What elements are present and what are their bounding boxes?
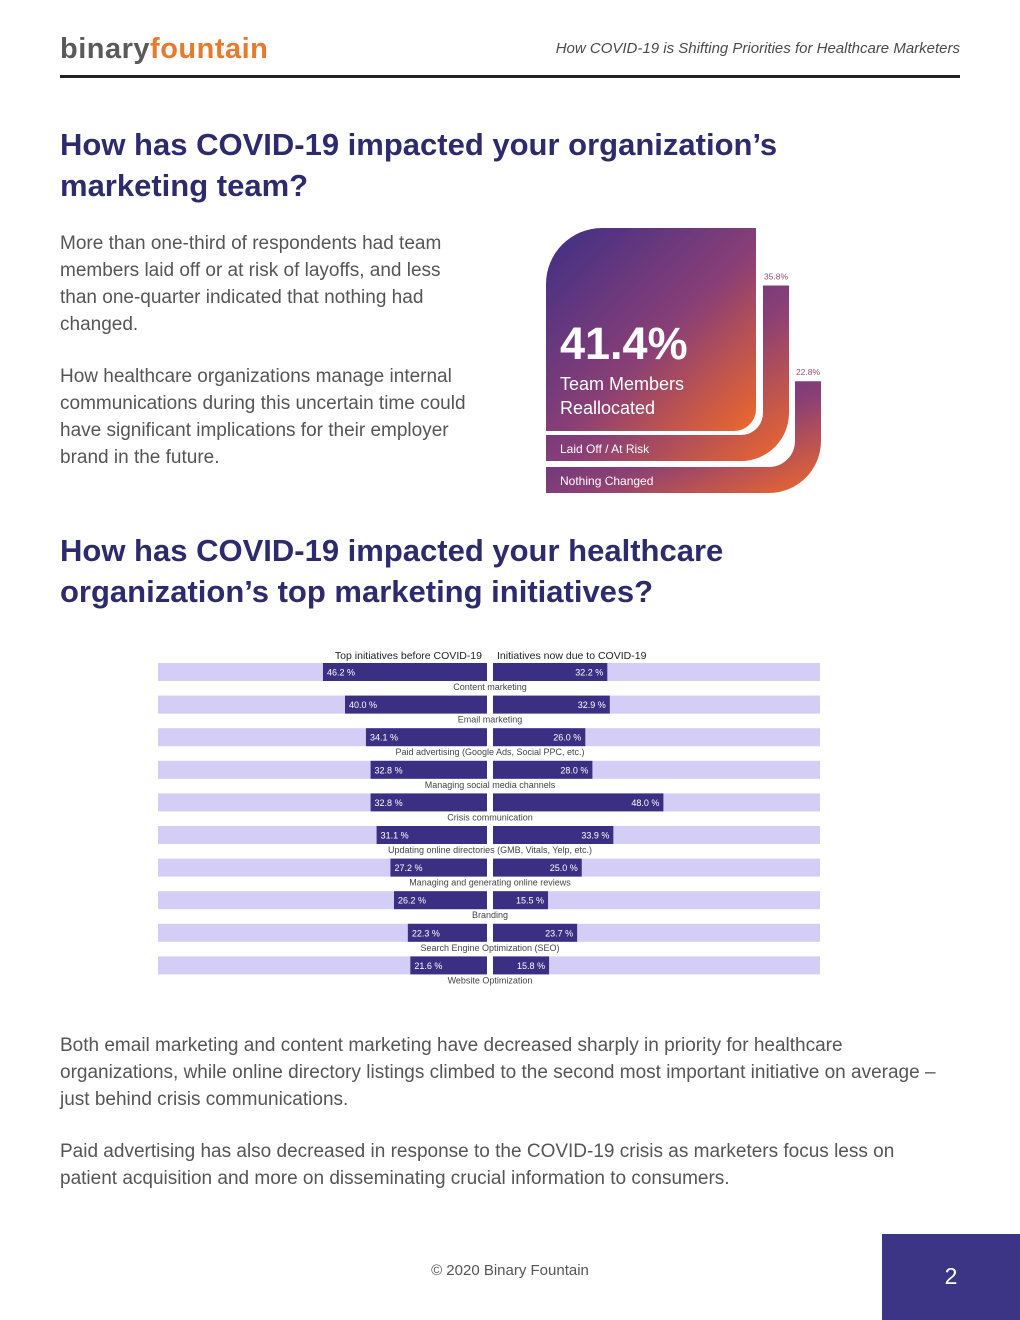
- value-label-now: 23.7 %: [545, 928, 573, 938]
- reallocated-percent: 41.4%: [560, 318, 688, 369]
- series-title-now: Initiatives now due to COVID-19: [497, 650, 647, 662]
- category-label: Managing and generating online reviews: [409, 878, 571, 888]
- document-title: How COVID-19 is Shifting Priorities for …: [555, 40, 960, 57]
- impact-bar-3: [546, 381, 821, 493]
- category-label: Content marketing: [453, 682, 527, 692]
- question-heading-initiatives: How has COVID-19 impacted your healthcar…: [60, 533, 724, 609]
- value-label-before: 26.2 %: [398, 896, 426, 906]
- category-label: Email marketing: [458, 715, 523, 725]
- value-label-now: 15.5 %: [516, 896, 544, 906]
- bar-before: [376, 826, 487, 844]
- bar-before: [365, 728, 487, 747]
- bar-now: [493, 695, 610, 714]
- value-label-before: 34.1 %: [370, 733, 398, 743]
- question-heading-team: How has COVID-19 impacted your organizat…: [60, 127, 778, 203]
- impact-category-label-3: Nothing Changed: [560, 474, 653, 488]
- series-title-before: Top initiatives before COVID-19: [335, 650, 482, 662]
- impact-value-label-2: 35.8%: [764, 271, 789, 281]
- value-label-now: 32.9 %: [578, 700, 606, 710]
- value-label-before: 40.0 %: [349, 700, 377, 710]
- category-label: Updating online directories (GMB, Vitals…: [388, 845, 592, 855]
- value-label-before: 31.1 %: [381, 831, 409, 841]
- bar-before: [407, 923, 487, 942]
- bar-now: [493, 663, 608, 681]
- bar-now: [493, 956, 550, 975]
- value-label-before: 22.3 %: [412, 928, 440, 938]
- category-label: Crisis communication: [447, 812, 533, 822]
- category-label: Managing social media channels: [425, 780, 556, 790]
- copyright-text: © 2020 Binary Fountain: [431, 1262, 589, 1279]
- bar-before: [370, 760, 487, 779]
- team-impact-chart: 35.8% Laid Off / At Risk 22.8% Nothing Chan…: [546, 228, 821, 493]
- category-label: Branding: [472, 910, 508, 920]
- team-impact-paragraph: More than one-third of respondents had t…: [60, 233, 442, 335]
- impact-bar-1: [546, 228, 756, 431]
- bar-before: [370, 793, 487, 812]
- header-divider: [60, 75, 960, 78]
- track-before: [158, 956, 485, 975]
- value-label-now: 25.0 %: [550, 863, 578, 873]
- value-label-before: 32.8 %: [375, 765, 403, 775]
- value-label-now: 15.8 %: [517, 961, 545, 971]
- bar-now: [493, 858, 582, 877]
- bar-before: [393, 891, 487, 910]
- value-label-before: 21.6 %: [414, 961, 442, 971]
- track-now: [493, 956, 820, 975]
- page-number-box: 2: [882, 1234, 1020, 1320]
- paid-advertising-paragraph: Paid advertising has also decreased in r…: [60, 1141, 895, 1189]
- reallocated-label-line1: Team Members: [560, 374, 684, 394]
- initiatives-chart: Top initiatives before COVID-19 Initiati…: [158, 650, 820, 985]
- logo-part-binary: binary: [60, 33, 151, 65]
- track-before: [158, 923, 485, 942]
- logo-part-fountain: fountain: [150, 33, 269, 65]
- value-label-now: 28.0 %: [560, 765, 588, 775]
- bar-before: [410, 956, 487, 975]
- bar-now: [493, 891, 549, 910]
- bar-now: [493, 760, 593, 779]
- value-label-now: 32.2 %: [575, 668, 603, 678]
- value-label-before: 32.8 %: [375, 798, 403, 808]
- category-label: Search Engine Optimization (SEO): [420, 943, 559, 953]
- internal-comms-paragraph: How healthcare organizations manage inte…: [60, 366, 466, 468]
- category-label: Paid advertising (Google Ads, Social PPC…: [395, 747, 584, 757]
- bar-now: [493, 793, 664, 812]
- value-label-now: 48.0 %: [631, 798, 659, 808]
- value-label-before: 27.2 %: [394, 863, 422, 873]
- value-label-now: 33.9 %: [581, 831, 609, 841]
- impact-bar-2: [546, 285, 789, 461]
- value-label-before: 46.2 %: [327, 668, 355, 678]
- bar-now: [493, 923, 578, 942]
- reallocated-label-line2: Reallocated: [560, 398, 655, 418]
- page-number: 2: [944, 1263, 958, 1289]
- binary-fountain-logo: binaryfountain: [60, 34, 268, 64]
- impact-value-label-3: 22.8%: [796, 367, 821, 377]
- bar-before: [390, 858, 487, 877]
- impact-category-label-2: Laid Off / At Risk: [560, 442, 650, 456]
- bar-before: [322, 663, 487, 681]
- email-content-paragraph: Both email marketing and content marketi…: [60, 1035, 936, 1110]
- track-now: [493, 891, 820, 910]
- bar-now: [493, 728, 586, 747]
- category-label: Website Optimization: [448, 975, 533, 985]
- value-label-now: 26.0 %: [553, 733, 581, 743]
- bar-now: [493, 826, 614, 844]
- bar-before: [345, 695, 487, 714]
